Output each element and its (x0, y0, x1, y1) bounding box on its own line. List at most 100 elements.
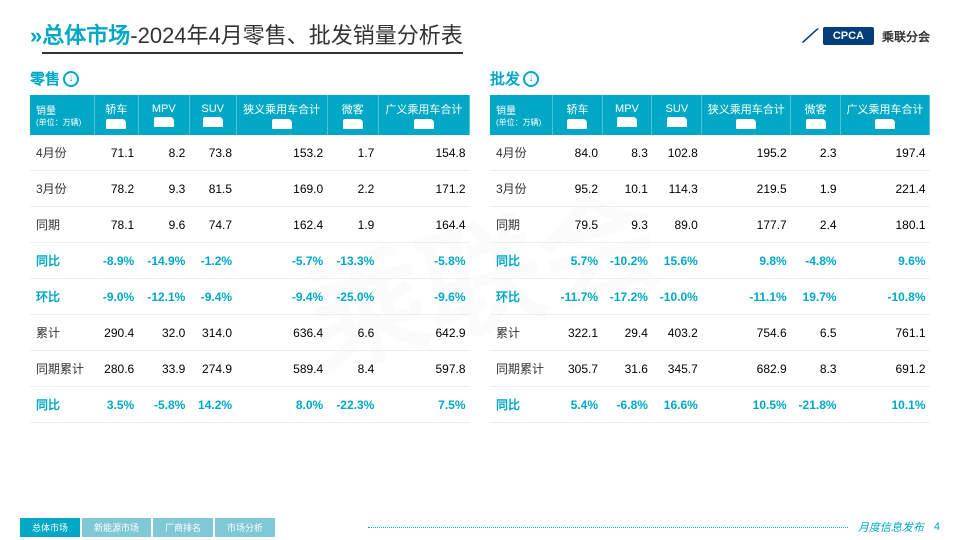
col-header: SUV (652, 95, 702, 135)
cell: 95.2 (553, 171, 602, 207)
cell: 280.6 (94, 351, 138, 387)
logo-area: ⟋ CPCA 乘联分会 (802, 26, 930, 47)
cell: 1.9 (791, 171, 841, 207)
cell: 89.0 (652, 207, 702, 243)
footer-right: 月度信息发布 4 (368, 519, 940, 535)
footer-text: 月度信息发布 (858, 519, 924, 535)
title-wrap: » 总体市场-2024年4月零售、批发销量分析表 (30, 18, 463, 54)
table-row: 同期79.59.389.0177.72.4180.1 (490, 207, 930, 243)
cell: 29.4 (602, 315, 652, 351)
cell: 9.3 (138, 171, 189, 207)
cell: 8.4 (327, 351, 378, 387)
cell: 195.2 (702, 135, 791, 171)
row-label: 环比 (30, 279, 94, 315)
table-row: 环比-9.0%-12.1%-9.4%-9.4%-25.0%-9.6% (30, 279, 470, 315)
cell: -4.8% (791, 243, 841, 279)
footer-tab[interactable]: 总体市场 (20, 518, 80, 537)
down-arrow-icon: ↓ (63, 71, 79, 87)
cell: -8.9% (94, 243, 138, 279)
wholesale-table: 销量(单位：万辆)轿车MPVSUV狭义乘用车合计微客广义乘用车合计4月份84.0… (490, 95, 930, 423)
cell: -5.8% (138, 387, 189, 423)
cell: -9.4% (189, 279, 236, 315)
car-icon (806, 119, 826, 129)
table-row: 同期78.19.674.7162.41.9164.4 (30, 207, 470, 243)
row-label: 同期累计 (30, 351, 94, 387)
car-icon (567, 119, 587, 129)
page-title: 总体市场-2024年4月零售、批发销量分析表 (42, 18, 463, 54)
cell: 8.0% (236, 387, 327, 423)
cell: 8.3 (791, 351, 841, 387)
cell: 7.5% (378, 387, 469, 423)
cell: -6.8% (602, 387, 652, 423)
table-row: 同比5.4%-6.8%16.6%10.5%-21.8%10.1% (490, 387, 930, 423)
row-label: 同比 (30, 387, 94, 423)
title-accent: 总体市场 (42, 23, 130, 48)
footer-tabs: 总体市场新能源市场厂商排名市场分析 (20, 518, 275, 537)
row-label: 3月份 (490, 171, 553, 207)
cell: 153.2 (236, 135, 327, 171)
car-icon (617, 117, 637, 127)
cell: 9.6% (841, 243, 930, 279)
cell: 5.7% (553, 243, 602, 279)
cell: -17.2% (602, 279, 652, 315)
cell: 691.2 (841, 351, 930, 387)
cell: 5.4% (553, 387, 602, 423)
cell: -11.1% (702, 279, 791, 315)
cell: -5.8% (378, 243, 469, 279)
row-label: 同期 (490, 207, 553, 243)
cell: 6.5 (791, 315, 841, 351)
cell: 73.8 (189, 135, 236, 171)
car-icon (343, 119, 363, 129)
row-label: 同比 (30, 243, 94, 279)
footer-tab[interactable]: 市场分析 (215, 518, 275, 537)
cell: 74.7 (189, 207, 236, 243)
footer-tab[interactable]: 新能源市场 (82, 518, 151, 537)
cell: -14.9% (138, 243, 189, 279)
row-label: 同比 (490, 243, 553, 279)
cell: -10.0% (652, 279, 702, 315)
retail-title: 零售 ↓ (30, 68, 470, 89)
col-header: 广义乘用车合计 (841, 95, 930, 135)
logo-badge: CPCA (823, 27, 874, 45)
cell: 177.7 (702, 207, 791, 243)
car-icon (875, 119, 895, 129)
cell: 84.0 (553, 135, 602, 171)
cell: 3.5% (94, 387, 138, 423)
cell: 180.1 (841, 207, 930, 243)
cell: 597.8 (378, 351, 469, 387)
cell: 682.9 (702, 351, 791, 387)
cell: -22.3% (327, 387, 378, 423)
cell: 33.9 (138, 351, 189, 387)
cell: -1.2% (189, 243, 236, 279)
car-icon (203, 117, 223, 127)
col-header: SUV (189, 95, 236, 135)
cell: 219.5 (702, 171, 791, 207)
car-icon (667, 117, 687, 127)
footer-tab[interactable]: 厂商排名 (153, 518, 213, 537)
col-header: 微客 (327, 95, 378, 135)
row-label: 环比 (490, 279, 553, 315)
cell: 19.7% (791, 279, 841, 315)
cell: 8.2 (138, 135, 189, 171)
cell: 9.8% (702, 243, 791, 279)
table-row: 4月份84.08.3102.8195.22.3197.4 (490, 135, 930, 171)
table-row: 累计322.129.4403.2754.66.5761.1 (490, 315, 930, 351)
car-icon (736, 119, 756, 129)
cell: 169.0 (236, 171, 327, 207)
cell: 78.1 (94, 207, 138, 243)
car-icon (414, 119, 434, 129)
cell: 305.7 (553, 351, 602, 387)
car-icon (154, 117, 174, 127)
cell: 642.9 (378, 315, 469, 351)
cell: 8.3 (602, 135, 652, 171)
car-icon (272, 119, 292, 129)
title-rest: -2024年4月零售、批发销量分析表 (130, 23, 463, 48)
cell: 162.4 (236, 207, 327, 243)
col-header: MPV (602, 95, 652, 135)
cell: 2.4 (791, 207, 841, 243)
cell: 15.6% (652, 243, 702, 279)
wholesale-panel: 批发 ↓ 销量(单位：万辆)轿车MPVSUV狭义乘用车合计微客广义乘用车合计4月… (490, 68, 930, 423)
row-label: 3月份 (30, 171, 94, 207)
cell: 2.2 (327, 171, 378, 207)
cell: 31.6 (602, 351, 652, 387)
